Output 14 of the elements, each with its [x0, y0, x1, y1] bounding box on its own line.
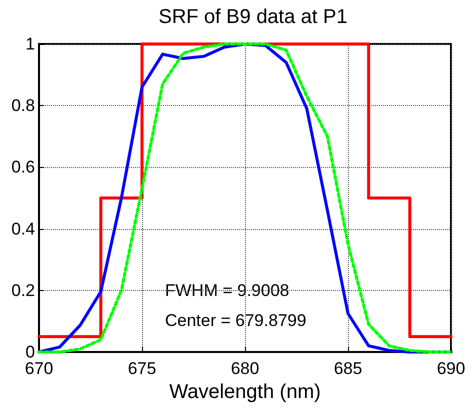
x-axis-title: Wavelength (nm) — [169, 380, 321, 403]
y-tick-label: 0.2 — [11, 280, 35, 300]
annotation: Center = 679.8799 — [165, 311, 306, 330]
chart-title: SRF of B9 data at P1 — [158, 6, 348, 28]
y-tick-label: 0 — [26, 342, 35, 362]
x-tick-label: 690 — [436, 359, 466, 378]
y-tick-label: 0.4 — [11, 219, 35, 238]
x-tick-label: 675 — [128, 359, 156, 378]
x-tick-label: 670 — [24, 359, 54, 378]
y-tick-label: 0.6 — [11, 158, 35, 177]
x-tick-label: 685 — [334, 359, 362, 378]
y-tick-label: 1 — [26, 34, 35, 54]
x-tick-label: 680 — [230, 359, 260, 378]
y-tick-label: 0.8 — [11, 96, 35, 116]
